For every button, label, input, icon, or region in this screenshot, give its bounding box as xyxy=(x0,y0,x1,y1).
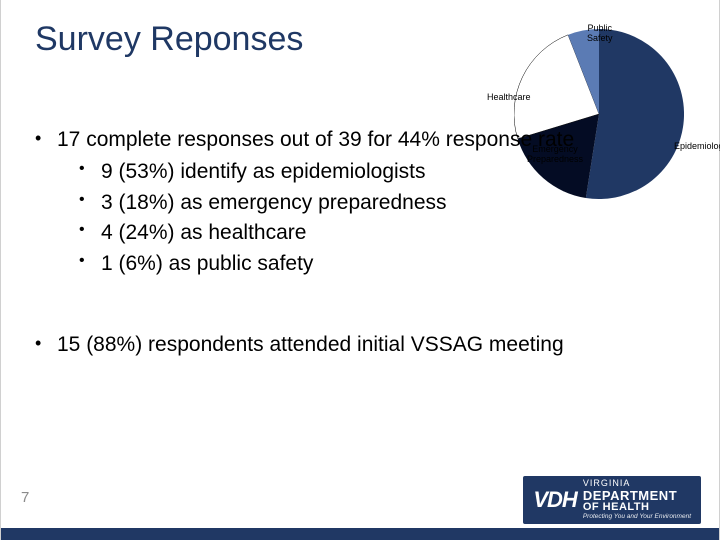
pie-slice-label: Healthcare xyxy=(487,93,531,103)
vdh-line2: DEPARTMENT xyxy=(583,489,691,503)
sub-bullet-text: 3 (18%) as emergency preparedness xyxy=(101,188,447,218)
sub-bullet: •4 (24%) as healthcare xyxy=(79,218,574,248)
bullet-dot: • xyxy=(79,157,101,180)
page-title: Survey Reponses xyxy=(35,20,303,59)
bullet-2: • 15 (88%) respondents attended initial … xyxy=(35,330,695,360)
bullet-2-text: 15 (88%) respondents attended initial VS… xyxy=(57,330,564,360)
pie-slice-label: PublicSafety xyxy=(587,24,613,44)
sub-bullet-text: 4 (24%) as healthcare xyxy=(101,218,306,248)
vdh-mark: VDH xyxy=(533,487,576,513)
page-number: 7 xyxy=(21,489,29,506)
sub-bullet: •3 (18%) as emergency preparedness xyxy=(79,188,574,218)
sub-bullet-text: 1 (6%) as public safety xyxy=(101,249,313,279)
bullet-dot: • xyxy=(79,218,101,241)
bullet-dot: • xyxy=(35,330,57,356)
bullet-dot: • xyxy=(79,188,101,211)
sub-bullets: •9 (53%) identify as epidemiologists•3 (… xyxy=(79,157,574,279)
sub-bullet: •1 (6%) as public safety xyxy=(79,249,574,279)
footer-bar xyxy=(1,528,719,540)
vdh-text: VIRGINIA DEPARTMENT OF HEALTH Protecting… xyxy=(583,479,691,520)
vdh-tagline: Protecting You and Your Environment xyxy=(583,514,691,521)
bullet-1-text: 17 complete responses out of 39 for 44% … xyxy=(57,125,574,279)
bullet-1-label: 17 complete responses out of 39 for 44% … xyxy=(57,128,574,151)
bullet-2-wrap: • 15 (88%) respondents attended initial … xyxy=(35,330,695,360)
sub-bullet: •9 (53%) identify as epidemiologists xyxy=(79,157,574,187)
bullet-1: • 17 complete responses out of 39 for 44… xyxy=(35,125,685,279)
main-bullets: • 17 complete responses out of 39 for 44… xyxy=(35,125,685,279)
vdh-logo: VDH VIRGINIA DEPARTMENT OF HEALTH Protec… xyxy=(523,476,701,524)
bullet-dot: • xyxy=(79,249,101,272)
bullet-dot: • xyxy=(35,125,57,151)
sub-bullet-text: 9 (53%) identify as epidemiologists xyxy=(101,157,426,187)
